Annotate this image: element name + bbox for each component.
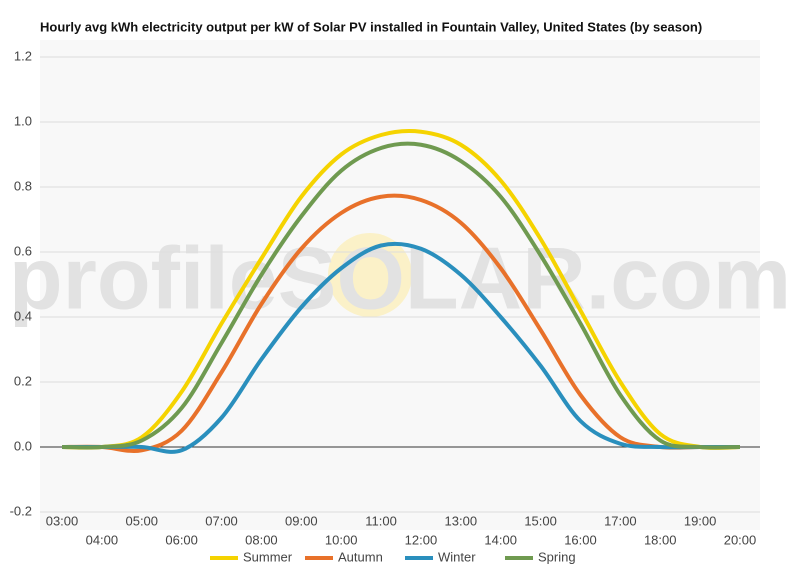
x-tick-label: 17:00	[604, 513, 637, 528]
x-tick-label: 06:00	[165, 532, 198, 547]
x-tick-label: 03:00	[46, 513, 79, 528]
x-tick-label: 11:00	[365, 513, 397, 528]
x-tick-label: 19:00	[684, 513, 717, 528]
x-tick-label: 15:00	[524, 513, 557, 528]
y-tick-label: 0.6	[14, 243, 32, 258]
x-tick-label: 09:00	[285, 513, 318, 528]
x-tick-label: 16:00	[564, 532, 597, 547]
x-tick-label: 10:00	[325, 532, 358, 547]
x-tick-label: 05:00	[125, 513, 158, 528]
x-tick-label: 12:00	[405, 532, 438, 547]
y-tick-label: -0.2	[10, 503, 32, 518]
series-line	[62, 241, 740, 454]
watermark-sun	[328, 233, 412, 317]
x-tick-label: 04:00	[86, 532, 119, 547]
x-tick-label: 07:00	[205, 513, 238, 528]
x-tick-label: 14:00	[484, 532, 517, 547]
series-line	[61, 141, 741, 450]
series-line	[61, 193, 740, 453]
y-tick-label: 0.2	[14, 373, 32, 388]
y-tick-label: 0.0	[14, 438, 32, 453]
x-tick-label: 20:00	[724, 532, 757, 547]
legend-label: Spring	[538, 549, 576, 564]
y-tick-label: 1.2	[14, 48, 32, 63]
x-tick-label: 13:00	[445, 513, 478, 528]
x-tick-label: 18:00	[644, 532, 677, 547]
x-tick-label: 08:00	[245, 532, 278, 547]
legend-label: Winter	[438, 549, 476, 564]
legend-label: Autumn	[338, 549, 383, 564]
chart-title: Hourly avg kWh electricity output per kW…	[40, 19, 702, 34]
y-tick-label: 0.4	[14, 308, 32, 323]
series-line	[61, 129, 741, 450]
legend-label: Summer	[243, 549, 293, 564]
y-tick-label: 1.0	[14, 113, 32, 128]
y-tick-label: 0.8	[14, 178, 32, 193]
